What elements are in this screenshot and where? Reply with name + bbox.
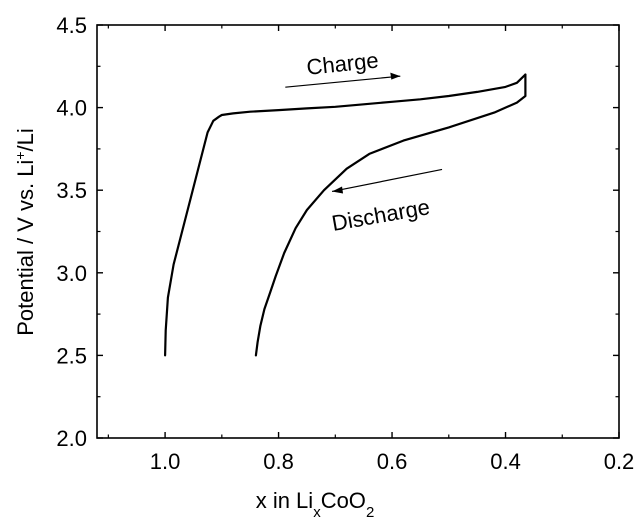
x-tick-label: 0.4 (490, 449, 521, 474)
x-axis-title: x in LixCoO2 (256, 488, 375, 517)
y-tick-label: 4.0 (56, 96, 87, 121)
x-tick-label: 0.8 (263, 449, 294, 474)
y-axis-title: Potential / V vs. Li+/Li (12, 128, 38, 336)
annotation-arrow-shaft (285, 75, 401, 88)
y-tick-label: 3.0 (56, 261, 87, 286)
x-tick-label: 1.0 (150, 449, 181, 474)
annotation-arrow-shaft (331, 168, 443, 193)
annotation-label: Charge (305, 48, 379, 80)
y-tick-label: 3.5 (56, 178, 87, 203)
y-tick-label: 4.5 (56, 13, 87, 38)
y-tick-label: 2.0 (56, 426, 87, 451)
series-line-discharge (254, 73, 527, 357)
annotation-arrow-head (390, 72, 401, 80)
x-tick-label: 0.6 (377, 449, 408, 474)
annotation-label: Discharge (330, 194, 432, 236)
y-tick-label: 2.5 (56, 343, 87, 368)
ticks: 1.0 0.8 0.6 0.4 0.2 2.0 2.5 3.0 3.5 4.0 4.5 (56, 13, 634, 474)
annotation-arrow-head (332, 186, 344, 194)
series-line-charge (164, 73, 527, 357)
annotation-charge: Charge (285, 48, 401, 88)
x-tick-label: 0.2 (604, 449, 635, 474)
annotation-discharge: Discharge (330, 168, 443, 236)
series (164, 73, 527, 357)
